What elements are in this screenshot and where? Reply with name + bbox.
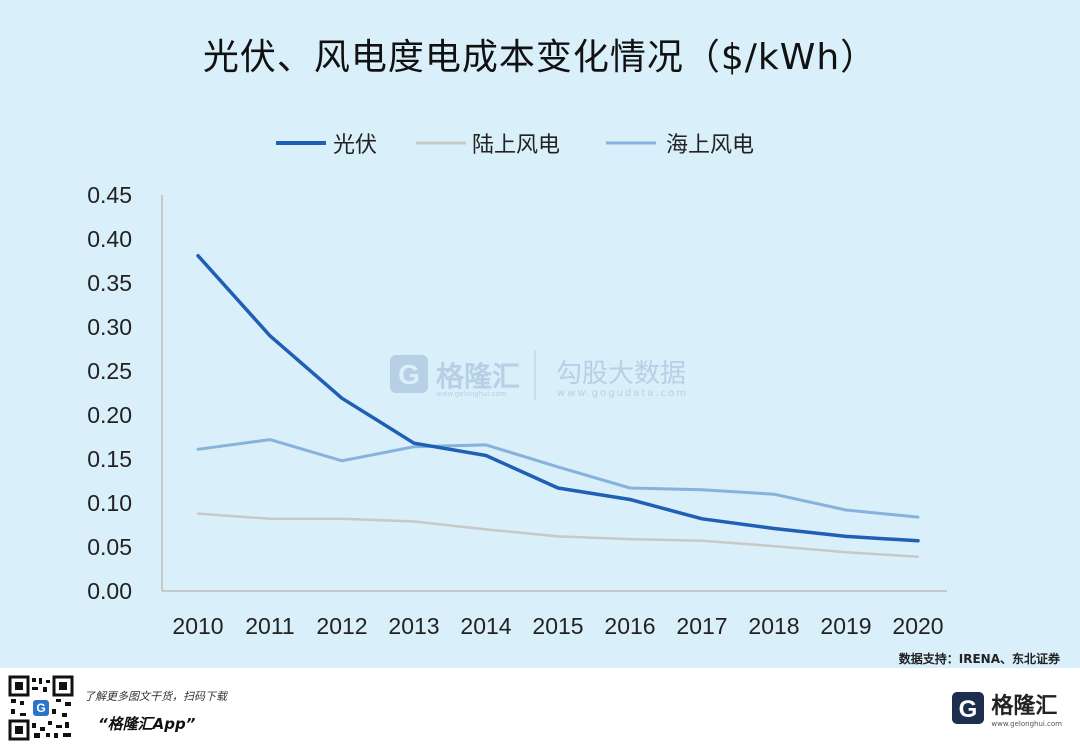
- svg-text:G: G: [36, 701, 45, 715]
- y-tick-label: 0.35: [87, 270, 132, 296]
- qr-code-icon: G: [8, 675, 74, 741]
- series-line-solar: [196, 253, 920, 543]
- series-line-onshore-wind: [196, 512, 920, 558]
- y-tick-label: 0.05: [87, 534, 132, 560]
- x-tick-label: 2019: [820, 613, 871, 639]
- x-tick-label: 2013: [388, 613, 439, 639]
- x-tick-label: 2016: [604, 613, 655, 639]
- y-tick-label: 0.00: [87, 578, 132, 604]
- legend: 光伏 陆上风电 海上风电: [276, 133, 754, 158]
- watermark-partner-url: www.gogudata.com: [557, 388, 688, 399]
- x-tick-label: 2011: [245, 613, 294, 639]
- y-tick-label: 0.25: [87, 358, 132, 384]
- footer: G 了解更多图文干货，扫码下载 “格隆汇App” G 格隆汇 www.gelon…: [0, 668, 1080, 747]
- x-axis-ticks: 2010 2011 2012 2013 2014 2015 2016 2017 2018 2019…: [172, 613, 943, 639]
- y-tick-label: 0.20: [87, 402, 132, 428]
- series-line-offshore-wind: [196, 438, 920, 519]
- line-chart: G 格隆汇 www.gelonghui.com 勾股大数据 www.goguda…: [87, 133, 947, 639]
- footer-logo: G 格隆汇 www.gelonghui.com: [951, 690, 1062, 728]
- x-tick-label: 2017: [676, 613, 727, 639]
- legend-label-onshore: 陆上风电: [472, 133, 560, 158]
- legend-label-offshore: 海上风电: [666, 133, 754, 158]
- legend-item-solar: 光伏: [276, 133, 377, 158]
- gelonghui-logo-icon: G: [952, 692, 985, 724]
- watermark: G 格隆汇 www.gelonghui.com 勾股大数据 www.goguda…: [390, 350, 688, 400]
- x-tick-label: 2020: [892, 613, 943, 639]
- x-tick-label: 2014: [460, 613, 511, 639]
- legend-item-offshore: 海上风电: [606, 133, 754, 158]
- y-tick-label: 0.30: [87, 314, 132, 340]
- y-axis-ticks: 0.00 0.05 0.10 0.15 0.20 0.25 0.30 0.35 0.40 0.45: [87, 182, 132, 604]
- promo-text: 了解更多图文干货，扫码下载: [84, 690, 227, 703]
- watermark-brand: 格隆汇: [436, 360, 520, 393]
- legend-item-onshore: 陆上风电: [416, 133, 560, 158]
- svg-text:G: G: [398, 359, 420, 390]
- promo-app-name: “格隆汇App”: [98, 715, 196, 733]
- source-note: 数据支持：IRENA、东北证券: [898, 652, 1060, 666]
- x-tick-label: 2018: [748, 613, 799, 639]
- chart-title: 光伏、风电度电成本变化情况（$/kWh）: [202, 37, 878, 78]
- watermark-partner: 勾股大数据: [556, 359, 686, 389]
- footer-logo-url: www.gelonghui.com: [991, 720, 1062, 728]
- brand-logo-icon: G: [390, 355, 428, 393]
- chart-panel: 光伏、风电度电成本变化情况（$/kWh） G 格隆汇 www.gelonghui…: [0, 0, 1080, 668]
- svg-text:G: G: [959, 696, 978, 723]
- y-tick-label: 0.15: [87, 446, 132, 472]
- y-tick-label: 0.45: [87, 182, 132, 208]
- footer-logo-text: 格隆汇: [991, 694, 1058, 719]
- legend-label-solar: 光伏: [333, 133, 377, 158]
- x-tick-label: 2015: [532, 613, 583, 639]
- x-tick-label: 2012: [316, 613, 367, 639]
- x-tick-label: 2010: [172, 613, 223, 639]
- y-tick-label: 0.10: [87, 490, 132, 516]
- series-lines: [196, 253, 920, 558]
- y-tick-label: 0.40: [87, 226, 132, 252]
- watermark-brand-url: www.gelonghui.com: [436, 390, 507, 398]
